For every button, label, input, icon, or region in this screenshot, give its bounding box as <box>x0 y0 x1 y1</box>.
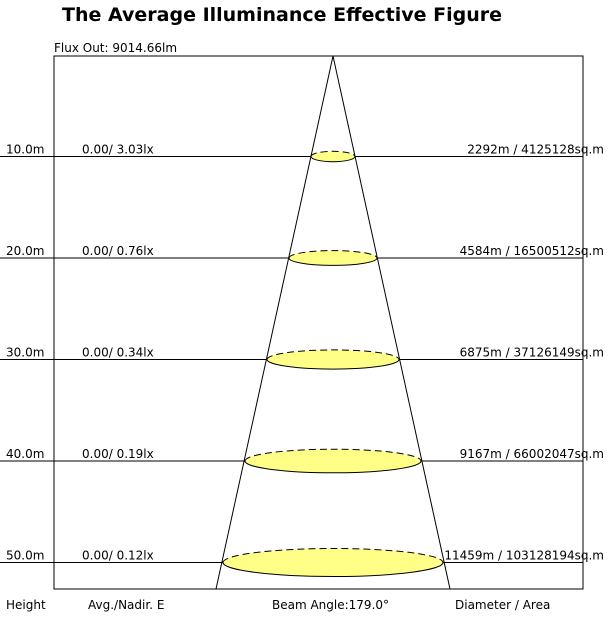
flux-out-label: Flux Out: 9014.66lm <box>54 41 177 55</box>
lux-label: 0.00/ 3.03lx <box>82 143 154 157</box>
height-label: 10.0m <box>6 143 44 157</box>
ellipse-front-arc <box>244 460 422 474</box>
illuminance-ellipse <box>245 449 421 473</box>
ellipse-back-arc <box>310 150 356 157</box>
height-rows: 10.0m 0.00/ 3.03lx 2292m / 4125128sq.m 20.0… <box>0 143 604 577</box>
illuminance-ellipse <box>267 349 399 370</box>
illuminance-ellipse <box>288 250 378 266</box>
ellipse-back-arc <box>288 250 378 259</box>
cone-left-edge <box>215 55 334 590</box>
height-label: 50.0m <box>6 549 44 563</box>
ellipse-back-arc <box>244 448 422 462</box>
diameter-area-label: 9167m / 66002047sq.m <box>460 447 604 461</box>
height-label: 20.0m <box>6 244 44 258</box>
footer-diameter-label: Diameter / Area <box>455 598 550 612</box>
ellipse-front-arc <box>266 359 400 370</box>
lux-label: 0.00/ 0.12lx <box>82 549 154 563</box>
ellipse-front-arc <box>288 257 378 266</box>
ellipse-front-arc <box>310 156 356 163</box>
height-label: 30.0m <box>6 346 44 360</box>
illuminance-ellipse <box>310 151 356 162</box>
lux-label: 0.00/ 0.19lx <box>82 447 154 461</box>
footer-avg-label: Avg./Nadir. E <box>88 598 164 612</box>
lux-label: 0.00/ 0.34lx <box>82 346 154 360</box>
beam-cone <box>215 55 451 590</box>
plot-frame <box>53 55 584 590</box>
ellipse-back-arc <box>222 548 444 563</box>
diameter-area-label: 2292m / 4125128sq.m <box>467 143 604 157</box>
footer-height-label: Height <box>6 598 46 612</box>
ellipse-front-arc <box>222 562 444 577</box>
diameter-area-label: 11459m / 103128194sq.m <box>444 549 604 563</box>
height-label: 40.0m <box>6 447 44 461</box>
beam-angle-label: Beam Angle:179.0° <box>272 598 389 612</box>
chart-title: The Average Illuminance Effective Figure <box>62 4 502 26</box>
lux-label: 0.00/ 0.76lx <box>82 244 154 258</box>
illuminance-ellipse <box>223 548 443 577</box>
cone-right-edge <box>332 55 451 590</box>
diameter-area-label: 6875m / 37126149sq.m <box>460 346 604 360</box>
diameter-area-label: 4584m / 16500512sq.m <box>460 244 604 258</box>
ellipse-back-arc <box>266 349 400 360</box>
